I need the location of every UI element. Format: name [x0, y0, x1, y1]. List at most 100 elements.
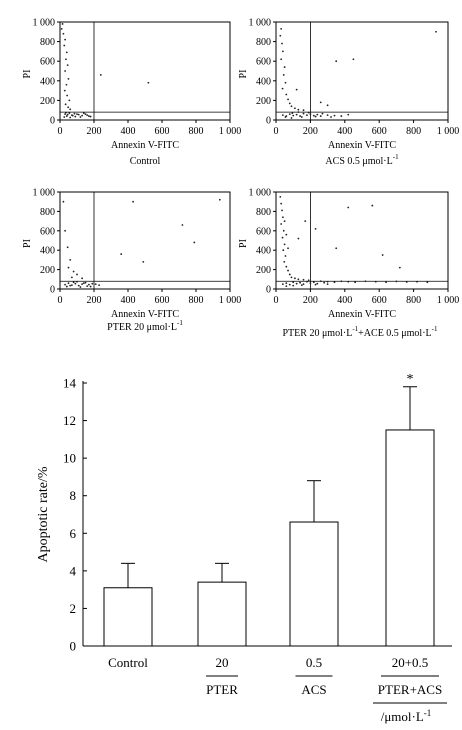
- data-point: [91, 282, 94, 285]
- data-point: [68, 112, 71, 115]
- bar-3: [289, 521, 339, 647]
- x-axis-label: Annexin V-FITC: [111, 309, 179, 320]
- data-point: [82, 112, 85, 115]
- data-point: [330, 116, 332, 118]
- data-point: [282, 229, 285, 232]
- panel-caption: PTER 20 μmol·L-1: [107, 319, 183, 333]
- data-point: [300, 284, 303, 287]
- data-point: [280, 58, 283, 61]
- bar-chart: 0 2 4 6 8 10 12 14 Apoptotic rate/% Control 20 PTER…: [36, 372, 452, 724]
- y-tick-label: 400: [256, 246, 271, 257]
- data-point: [326, 104, 329, 107]
- data-point: [314, 283, 317, 286]
- y-tick-label: 200: [256, 96, 271, 107]
- data-point: [72, 270, 75, 273]
- plot-frame: [275, 191, 449, 290]
- data-point: [281, 42, 283, 45]
- scatter-panel-3: 0 200 400 600 800 1 000 0 200 400 600 800 1 000 PI An…: [22, 188, 241, 334]
- data-point: [64, 103, 67, 106]
- data-point: [64, 70, 66, 72]
- data-point: [299, 115, 301, 117]
- y-tick-label: 600: [40, 226, 55, 237]
- panel-caption: PTER 20 μmol·L-1+ACE 0.5 μmol·L-1: [283, 325, 438, 339]
- x-tick-label: 1 000: [437, 126, 460, 137]
- data-point: [74, 282, 77, 285]
- bar-1: [103, 587, 153, 647]
- y-tick-label: 1 000: [249, 188, 272, 199]
- data-point: [297, 278, 300, 281]
- data-point: [294, 277, 296, 280]
- data-point: [314, 227, 317, 230]
- y-axis-label: PI: [22, 239, 33, 248]
- data-point: [319, 101, 322, 104]
- y-tick-label: 0: [266, 116, 271, 127]
- x-tick-label: 600: [155, 126, 170, 137]
- data-point: [435, 30, 437, 33]
- data-point: [71, 276, 73, 279]
- data-point: [307, 279, 310, 282]
- x-axis-label: Annexin V-FITC: [328, 140, 396, 151]
- x-tick-label: 800: [406, 126, 421, 137]
- y-axis-label: PI: [22, 70, 33, 79]
- y-tick-label: 1 000: [249, 18, 272, 29]
- data-point: [284, 255, 287, 257]
- data-point: [63, 44, 66, 47]
- data-point: [290, 276, 293, 279]
- y-tick-label: 800: [40, 207, 55, 218]
- data-point: [288, 283, 291, 286]
- data-point: [347, 113, 350, 116]
- data-point: [300, 116, 303, 118]
- data-point: [374, 280, 377, 283]
- data-point: [63, 89, 66, 92]
- y-tick-label: 0: [50, 116, 55, 127]
- data-point: [306, 114, 308, 116]
- data-point: [79, 286, 82, 288]
- data-point: [280, 223, 283, 225]
- data-point: [295, 113, 298, 116]
- y-tick-label: 0: [266, 285, 271, 296]
- data-point: [72, 281, 75, 284]
- data-point: [82, 282, 85, 285]
- data-point: [347, 206, 350, 209]
- data-point: [62, 200, 65, 203]
- scatter-panel-1: 0 200 400 600 800 1 000 0 200 400 600 800 1 000 PI An…: [22, 18, 241, 168]
- data-point: [426, 281, 429, 284]
- data-point: [132, 200, 135, 203]
- data-point: [333, 281, 336, 284]
- scatter-panel-4: 0 200 400 600 800 1 000 0 200 400 600 800 1 000 PI An…: [238, 188, 459, 340]
- data-point: [84, 113, 87, 116]
- data-point: [73, 112, 76, 115]
- data-point: [81, 283, 83, 286]
- data-point: [284, 116, 287, 118]
- data-point: [64, 283, 66, 286]
- data-point: [385, 281, 387, 284]
- data-point: [395, 280, 398, 283]
- data-point: [312, 114, 315, 117]
- x-tick-label: 600: [372, 295, 387, 306]
- data-point: [288, 273, 291, 276]
- data-point: [79, 116, 82, 118]
- data-point: [68, 99, 71, 102]
- data-point: [299, 281, 301, 284]
- data-point: [63, 116, 66, 118]
- x-tick-label: 800: [406, 295, 421, 306]
- data-point: [76, 113, 78, 116]
- data-point: [65, 58, 67, 61]
- data-point: [316, 113, 319, 116]
- data-point: [61, 23, 64, 25]
- y-tick-label: 200: [256, 265, 271, 276]
- y-tick-label: 400: [256, 76, 271, 87]
- data-point: [306, 280, 308, 283]
- y-tick-label: 800: [256, 37, 271, 48]
- data-point: [309, 282, 312, 285]
- data-point: [283, 66, 286, 68]
- y-axis-label: PI: [238, 239, 249, 248]
- y-tick-label: 400: [40, 76, 55, 87]
- data-point: [76, 273, 78, 276]
- x-tick-label: 0: [58, 126, 63, 137]
- data-point: [94, 283, 97, 286]
- data-point: [309, 113, 312, 116]
- plot-frame: [59, 191, 231, 290]
- x-tick-label: 400: [337, 295, 352, 306]
- data-point: [295, 282, 298, 285]
